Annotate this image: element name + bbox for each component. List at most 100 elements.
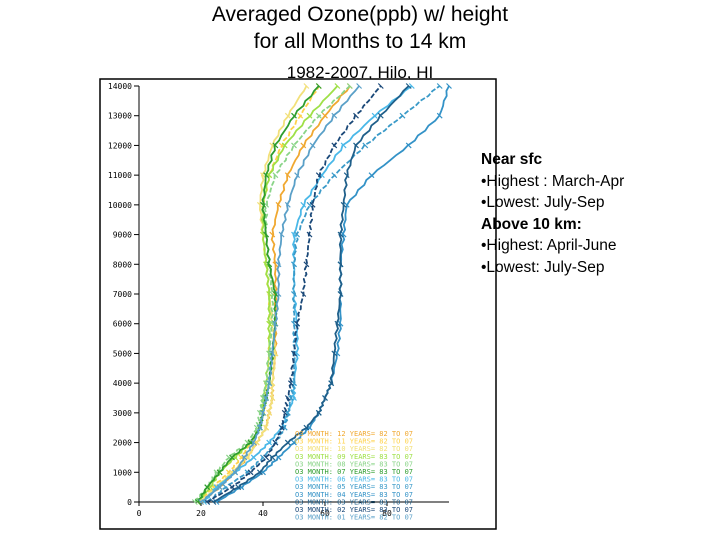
data-point-month-10 xyxy=(269,380,276,387)
data-point-month-02 xyxy=(377,83,384,89)
data-point-month-01 xyxy=(272,320,279,327)
data-point-month-06 xyxy=(291,231,297,238)
data-point-month-02 xyxy=(291,350,297,357)
data-point-month-01 xyxy=(198,499,204,505)
legend-entry: O3 MONTH: 07 YEARS= 83 TO 07 xyxy=(295,468,413,476)
legend-entry: O3 MONTH: 08 YEARS= 83 TO 07 xyxy=(295,460,413,468)
data-point-month-12 xyxy=(272,261,279,268)
data-point-month-02 xyxy=(315,172,322,179)
data-point-month-03 xyxy=(235,484,242,491)
data-point-month-08 xyxy=(315,112,322,119)
y-tick-label: 4000 xyxy=(113,379,132,388)
data-point-month-01 xyxy=(356,83,363,89)
data-point-month-08 xyxy=(291,142,297,149)
data-point-month-03 xyxy=(334,320,341,327)
plot-frame xyxy=(99,78,497,530)
data-point-month-07 xyxy=(266,261,273,268)
y-tick-label: 6000 xyxy=(113,320,132,329)
y-tick-label: 1000 xyxy=(113,468,132,477)
data-point-month-08 xyxy=(269,291,276,297)
data-point-month-07 xyxy=(204,484,211,491)
x-tick-label: 0 xyxy=(137,509,142,518)
observations-notes: Near sfc •Highest : March-Apr •Lowest: Jul… xyxy=(481,149,624,279)
y-tick-label: 13000 xyxy=(108,112,132,121)
data-point-month-05 xyxy=(331,172,338,179)
data-point-month-10 xyxy=(266,409,273,416)
data-point-month-07 xyxy=(291,112,297,119)
data-point-month-12 xyxy=(300,142,307,149)
data-point-month-02 xyxy=(229,484,235,491)
data-point-month-01 xyxy=(275,261,282,268)
note-item: •Lowest: July-Sep xyxy=(481,194,605,212)
data-point-month-10 xyxy=(260,172,266,179)
data-point-month-01 xyxy=(275,291,282,297)
data-point-month-07 xyxy=(260,201,266,208)
legend-entry: O3 MONTH: 10 YEARS= 82 TO 07 xyxy=(295,445,413,453)
data-point-month-04 xyxy=(446,83,452,89)
data-point-month-07 xyxy=(216,469,223,476)
y-tick-label: 5000 xyxy=(113,349,132,358)
data-point-month-01 xyxy=(294,172,301,179)
legend-entry: O3 MONTH: 03 YEARS= 83 TO 07 xyxy=(295,498,413,506)
y-tick-label: 8000 xyxy=(113,260,132,269)
note-item: •Highest: April-June xyxy=(481,237,617,255)
data-point-month-01 xyxy=(241,454,248,461)
data-point-month-04 xyxy=(436,112,443,119)
data-point-month-04 xyxy=(340,231,347,238)
legend-entry: O3 MONTH: 01 YEARS= 82 TO 07 xyxy=(295,514,413,522)
legend-entry: O3 MONTH: 04 YEARS= 83 TO 07 xyxy=(295,491,413,499)
data-point-month-01 xyxy=(278,231,285,238)
data-point-month-04 xyxy=(291,439,297,446)
data-point-month-01 xyxy=(260,409,266,416)
y-tick-label: 3000 xyxy=(113,409,132,418)
data-point-month-01 xyxy=(263,395,270,401)
data-point-month-06 xyxy=(266,439,273,446)
note-item: •Lowest: July-Sep xyxy=(481,258,605,276)
data-point-month-09 xyxy=(260,231,266,238)
y-tick-label: 0 xyxy=(127,498,132,507)
data-point-month-01 xyxy=(269,350,276,357)
data-point-month-09 xyxy=(266,320,273,327)
data-point-month-03 xyxy=(210,499,217,505)
data-point-month-05 xyxy=(287,395,294,401)
y-tick-label: 12000 xyxy=(108,141,132,150)
x-tick-label: 80 xyxy=(382,509,392,518)
data-point-month-08 xyxy=(266,350,273,357)
data-point-month-01 xyxy=(216,484,223,491)
data-point-month-06 xyxy=(294,350,301,357)
data-point-month-05 xyxy=(436,83,443,89)
data-point-month-03 xyxy=(337,261,344,268)
chart-subtitle: 1982-2007, Hilo, HI xyxy=(286,63,434,82)
data-point-month-05 xyxy=(306,201,313,208)
chart-title-line-2: for all Months to 14 km xyxy=(253,30,467,53)
data-point-month-09 xyxy=(263,261,270,268)
data-point-month-04 xyxy=(337,320,344,327)
data-point-month-03 xyxy=(303,424,310,431)
data-point-month-02 xyxy=(247,469,254,476)
y-tick-label: 7000 xyxy=(113,290,132,299)
legend-entry: O3 MONTH: 12 YEARS= 82 TO 07 xyxy=(295,430,413,438)
data-point-month-05 xyxy=(291,380,297,387)
data-point-month-12 xyxy=(275,201,282,208)
data-point-month-04 xyxy=(368,172,375,179)
data-point-month-10 xyxy=(256,201,263,208)
data-point-month-08 xyxy=(191,499,198,505)
data-point-month-05 xyxy=(362,142,369,149)
data-point-month-12 xyxy=(284,172,291,179)
y-tick-label: 9000 xyxy=(113,231,132,240)
data-point-month-03 xyxy=(256,469,263,476)
data-point-month-12 xyxy=(322,112,328,119)
data-point-month-04 xyxy=(334,350,341,357)
data-point-month-02 xyxy=(272,439,279,446)
legend-entry: O3 MONTH: 02 YEARS= 83 TO 07 xyxy=(295,506,413,514)
data-point-month-02 xyxy=(294,320,301,327)
data-point-month-03 xyxy=(405,83,412,89)
data-point-month-04 xyxy=(405,142,412,149)
data-point-month-03 xyxy=(331,350,338,357)
data-point-month-10 xyxy=(263,424,270,431)
data-point-month-06 xyxy=(250,454,257,461)
data-point-month-03 xyxy=(353,142,359,149)
data-point-month-02 xyxy=(281,409,288,416)
data-point-month-08 xyxy=(272,172,279,179)
